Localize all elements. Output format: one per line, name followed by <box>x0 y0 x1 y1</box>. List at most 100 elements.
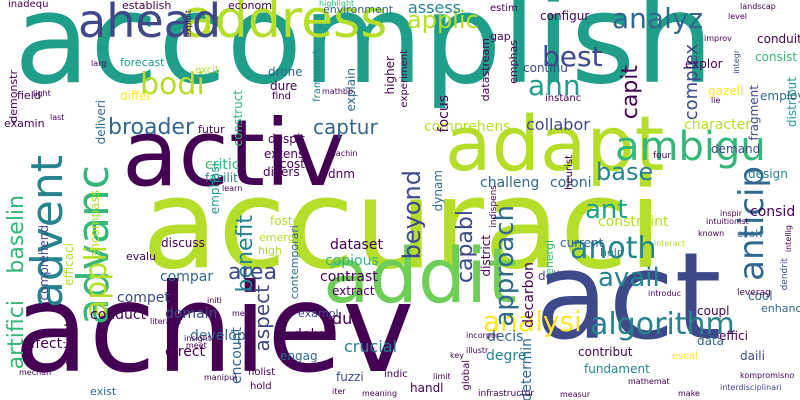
word: constraint <box>598 214 669 230</box>
word: bodi <box>140 67 205 102</box>
word: applic <box>407 6 479 34</box>
word: divers <box>263 165 300 179</box>
word: excit <box>195 65 219 76</box>
word: accuraci <box>142 153 663 297</box>
word: engag <box>280 349 318 363</box>
word: high <box>258 244 282 257</box>
word: adapt <box>445 99 665 188</box>
word: crucial <box>344 337 398 356</box>
word: explor <box>685 57 723 71</box>
word: indic <box>384 369 408 380</box>
word: mean <box>232 309 255 318</box>
word: capabl <box>453 210 478 284</box>
word: data <box>697 334 725 348</box>
word: interdisciplinari <box>720 383 782 392</box>
word: copious <box>325 253 379 269</box>
word: despit <box>268 132 305 146</box>
word: illustr <box>466 346 489 355</box>
word: base <box>596 158 654 186</box>
word: fragment <box>747 85 761 141</box>
word: consid <box>750 204 796 220</box>
word: integr <box>732 50 741 74</box>
word: meet <box>186 341 207 350</box>
word: interact <box>654 239 686 248</box>
word: extract <box>332 284 375 298</box>
word: mathbb <box>322 87 354 96</box>
word: algorithm <box>590 307 735 342</box>
word: global <box>461 360 472 391</box>
word: initi <box>207 296 222 305</box>
word: compar <box>160 269 214 285</box>
word: challeng <box>480 175 540 191</box>
word: learn <box>222 184 243 193</box>
word: evolv <box>737 229 764 240</box>
word: lie <box>711 96 721 105</box>
word: daili <box>740 349 765 363</box>
word: delv <box>293 327 323 343</box>
word: compet <box>117 290 170 306</box>
word: hold <box>250 381 272 392</box>
word: conduct <box>90 307 147 323</box>
word: achiev <box>14 258 415 400</box>
word: fuzzi <box>336 370 364 384</box>
word: help <box>600 246 624 259</box>
word: construct <box>231 90 245 147</box>
word: contribut <box>578 345 633 359</box>
word: ant <box>585 195 628 225</box>
word: examin <box>4 117 45 130</box>
word: effect <box>22 336 63 352</box>
word: machin <box>328 149 358 158</box>
word: employ <box>760 89 800 103</box>
word: key <box>450 351 465 360</box>
word: baselin <box>4 195 29 274</box>
word: act <box>535 228 722 367</box>
word: environment <box>323 3 394 16</box>
word: artifici <box>4 300 29 370</box>
word: accomplish <box>14 0 714 112</box>
word: limit <box>433 372 451 381</box>
word: energi <box>543 240 556 275</box>
word: critic <box>205 157 240 173</box>
word: experiment <box>399 50 410 108</box>
word: known <box>698 229 725 238</box>
word: kompromisno <box>740 371 795 380</box>
word: exploit <box>184 10 193 38</box>
word: literatur <box>150 317 183 326</box>
word: degre <box>486 348 527 364</box>
word: district <box>479 235 493 277</box>
word: dnm <box>328 167 355 181</box>
word: measur <box>560 390 591 399</box>
word: develop <box>190 328 246 344</box>
word: deliv <box>538 269 567 283</box>
word: evalu <box>126 250 157 263</box>
word: estim <box>490 3 518 14</box>
word: complex <box>681 44 702 121</box>
word: focus <box>436 95 452 133</box>
word: holist <box>248 367 276 378</box>
word: futur <box>198 123 225 136</box>
word: handl <box>410 381 444 395</box>
word: find <box>272 91 291 102</box>
word: facilit <box>205 171 238 185</box>
word: datastream <box>479 38 492 102</box>
word: aspect <box>250 285 274 352</box>
word: inadequ <box>8 0 49 10</box>
word: differ <box>120 89 152 103</box>
word: emphas <box>507 40 520 84</box>
word: cost <box>280 157 305 171</box>
word: distinct <box>62 322 76 367</box>
word: direct <box>165 344 206 360</box>
word: four <box>653 151 672 161</box>
word: beyond <box>398 170 426 260</box>
word: consist <box>755 50 798 64</box>
word: drone <box>268 65 303 79</box>
word: insight <box>184 334 211 343</box>
word: gap <box>490 30 511 43</box>
word: dendrit <box>780 258 790 291</box>
word: cool <box>748 289 773 303</box>
word: exampl <box>298 307 339 320</box>
word: mathemat <box>628 377 670 386</box>
word: landscap <box>740 2 776 11</box>
word: improv <box>704 34 732 43</box>
word: analysi <box>483 305 582 338</box>
